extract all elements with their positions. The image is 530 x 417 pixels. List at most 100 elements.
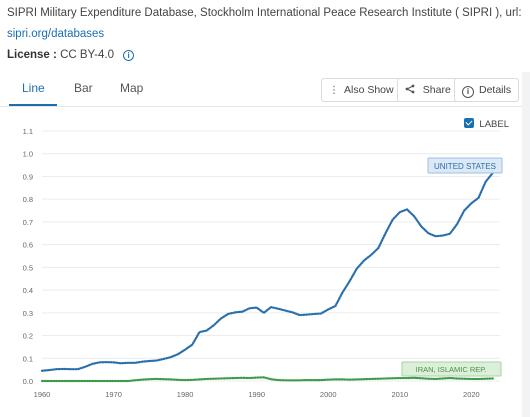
data-point: [349, 379, 351, 381]
also-show-button[interactable]: ⋮ Also Show: [321, 78, 402, 102]
data-point: [463, 209, 465, 212]
x-tick-label: 2010: [391, 390, 408, 399]
data-point: [191, 379, 193, 381]
data-point: [334, 378, 337, 381]
data-point: [356, 267, 358, 270]
label-checkbox[interactable]: [464, 118, 475, 128]
data-point: [184, 379, 186, 381]
data-point: [184, 349, 186, 351]
share-icon: [405, 84, 418, 96]
data-point: [392, 219, 394, 221]
data-point: [48, 380, 50, 382]
y-tick-label: 0.2: [23, 332, 33, 341]
series-line-iran[interactable]: [40, 376, 494, 383]
data-point: [306, 379, 308, 381]
details-button[interactable]: i Details: [454, 78, 520, 102]
data-point: [148, 360, 150, 362]
info-icon: i: [462, 86, 474, 98]
data-point: [234, 377, 236, 379]
data-point: [334, 305, 337, 307]
license-value: CC BY-4.0: [60, 49, 114, 61]
license-info-icon[interactable]: i: [123, 50, 135, 61]
x-tick-label: 2000: [320, 390, 337, 399]
x-tick-label: 2020: [463, 390, 480, 399]
data-point: [277, 308, 279, 310]
data-point: [241, 311, 243, 313]
data-point: [198, 378, 201, 381]
series-line-united-states[interactable]: [40, 171, 494, 372]
data-point: [98, 380, 100, 382]
data-point: [141, 361, 143, 363]
y-tick-label: 0.4: [23, 286, 33, 295]
data-point: [463, 378, 465, 380]
data-point: [120, 362, 122, 364]
data-point: [91, 363, 93, 365]
data-point: [70, 368, 72, 370]
active-tab-indicator: [9, 104, 57, 106]
y-tick-label: 0.3: [23, 309, 33, 318]
data-point: [62, 380, 65, 382]
label-iran: IRAN, ISLAMIC REP.: [401, 361, 502, 377]
data-point: [77, 380, 79, 382]
data-point: [442, 377, 444, 380]
data-point: [177, 379, 179, 381]
y-tick-label: 0.6: [23, 241, 33, 250]
data-point: [91, 380, 93, 382]
x-axis-ticks: 1960 1970 1980 1990 2000 2010 2020: [34, 390, 480, 399]
y-tick-label: 0.7: [23, 218, 33, 227]
data-point: [248, 377, 251, 379]
data-point: [213, 324, 215, 326]
chart-card: Line Bar Map ⋮ Also Show Share i Details L: [0, 72, 522, 417]
data-point: [341, 378, 344, 381]
data-point: [320, 312, 322, 315]
data-point: [291, 311, 294, 313]
label-toggle[interactable]: LABEL: [464, 118, 509, 130]
data-point: [434, 235, 437, 237]
data-point: [55, 368, 57, 370]
data-point: [105, 361, 108, 363]
data-point: [177, 353, 179, 355]
data-point: [263, 312, 265, 314]
data-point: [220, 377, 222, 380]
share-button[interactable]: Share: [397, 78, 459, 102]
license-label: License :: [7, 49, 57, 61]
data-point: [41, 380, 43, 382]
data-point: [299, 314, 301, 316]
data-point: [384, 377, 387, 380]
x-tick-label: 1980: [177, 390, 194, 399]
data-point: [392, 377, 394, 379]
also-show-label: Also Show: [344, 84, 394, 96]
data-point: [485, 181, 487, 183]
tab-map[interactable]: Map: [120, 81, 144, 95]
data-point: [456, 377, 458, 380]
data-point: [349, 280, 351, 282]
data-point: [127, 380, 129, 382]
data-point: [449, 233, 451, 235]
data-point: [163, 378, 165, 380]
data-point: [363, 378, 365, 380]
share-label: Share: [422, 84, 451, 96]
data-point: [170, 356, 172, 358]
label-toggle-text: LABEL: [479, 119, 509, 130]
data-point: [112, 361, 115, 363]
data-point: [363, 259, 365, 262]
data-point: [270, 306, 272, 308]
y-tick-label: 0.0: [23, 377, 33, 386]
data-point: [420, 377, 422, 379]
tab-line[interactable]: Line: [22, 81, 45, 95]
data-point: [48, 369, 50, 371]
data-point: [205, 378, 208, 380]
data-point: [420, 225, 422, 228]
tab-bar[interactable]: Bar: [74, 81, 93, 95]
data-point: [313, 379, 315, 381]
data-point: [105, 380, 108, 382]
data-point: [77, 368, 79, 370]
data-point: [377, 378, 379, 380]
data-point: [399, 377, 401, 379]
data-point: [377, 247, 379, 249]
chart-panel: Line Bar Map ⋮ Also Show Share i Details L: [0, 72, 530, 417]
source-citation: SIPRI Military Expenditure Database, Sto…: [7, 7, 522, 19]
license-row: License : CC BY-4.0 i: [7, 49, 135, 61]
source-link[interactable]: sipri.org/databases: [7, 28, 105, 40]
data-point: [406, 208, 408, 211]
